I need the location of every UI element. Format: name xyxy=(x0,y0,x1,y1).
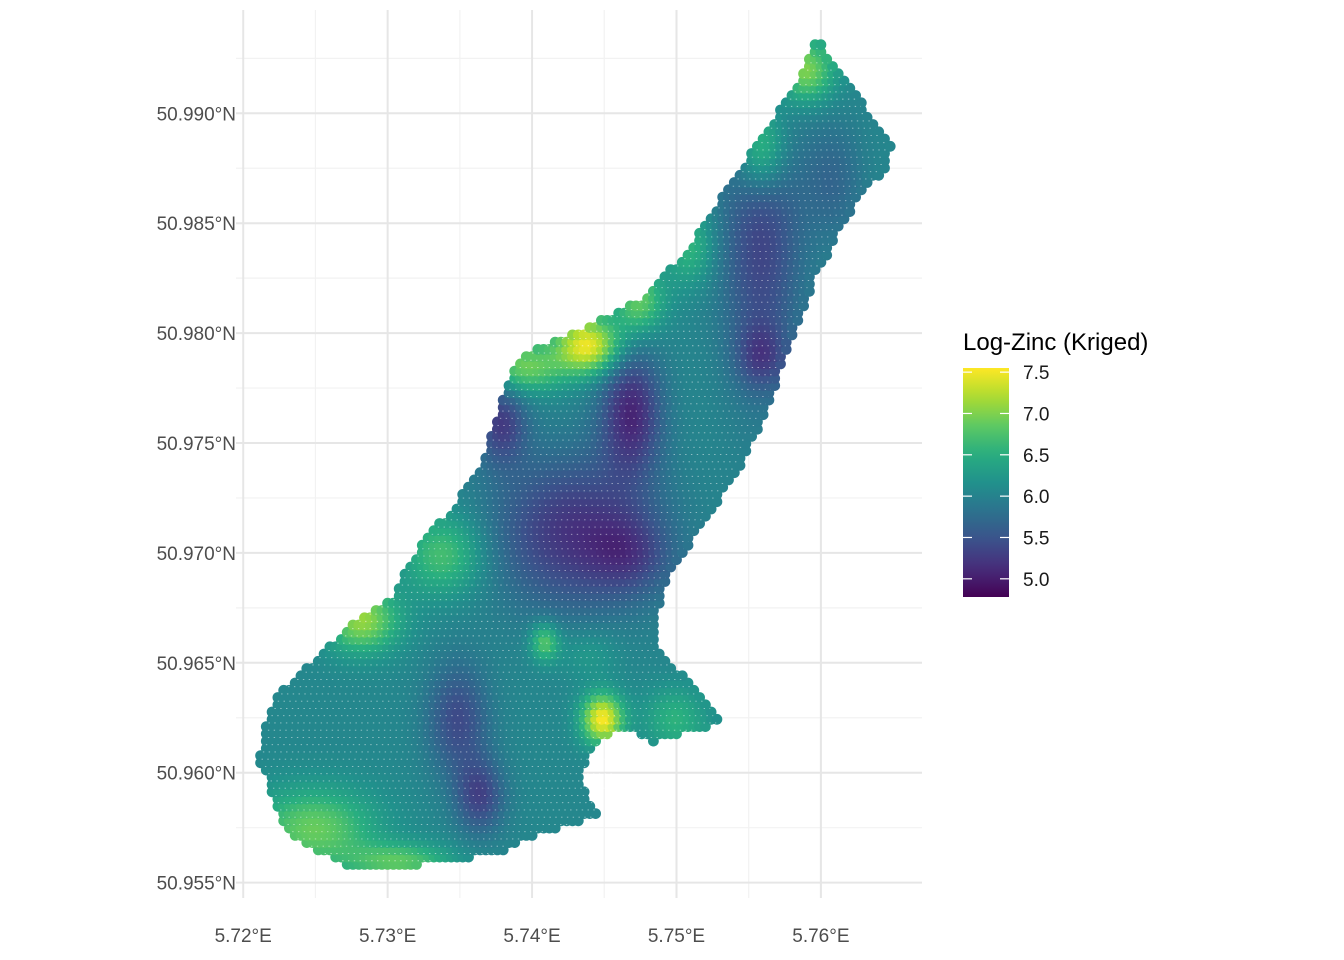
kriged-point xyxy=(584,800,596,812)
legend-label: 5.5 xyxy=(1023,528,1049,549)
x-tick-label: 5.74°E xyxy=(503,926,560,947)
legend-label: 7.0 xyxy=(1023,404,1049,425)
legend-label: 7.5 xyxy=(1023,363,1049,384)
x-tick-label: 5.75°E xyxy=(648,926,705,947)
kriged-point xyxy=(578,786,590,798)
kriged-point xyxy=(694,692,705,703)
legend-colorbar xyxy=(963,368,1009,597)
legend-title: Log-Zinc (Kriged) xyxy=(963,329,1148,356)
y-tick-label: 50.985°N xyxy=(157,214,236,235)
y-tick-label: 50.975°N xyxy=(157,434,236,455)
kriged-point xyxy=(665,663,677,674)
kriged-point xyxy=(705,706,717,718)
y-tick-label: 50.970°N xyxy=(157,544,236,565)
y-tick-label: 50.980°N xyxy=(157,324,236,345)
kriged-point xyxy=(688,684,700,696)
legend-label: 6.5 xyxy=(1023,446,1049,467)
kriged-point xyxy=(700,699,711,711)
legend-label: 6.0 xyxy=(1023,487,1049,508)
y-tick-label: 50.955°N xyxy=(157,874,236,895)
y-tick-label: 50.965°N xyxy=(157,654,236,675)
kriged-point xyxy=(711,713,723,725)
x-tick-label: 5.73°E xyxy=(359,926,416,947)
kriged-points xyxy=(255,39,896,870)
kriged-point xyxy=(659,655,671,667)
x-tick-label: 5.72°E xyxy=(215,926,272,947)
kriged-point xyxy=(653,648,665,660)
kriged-point xyxy=(682,677,694,689)
x-tick-label: 5.76°E xyxy=(792,926,849,947)
y-tick-label: 50.990°N xyxy=(157,104,236,125)
y-tick-label: 50.960°N xyxy=(157,764,236,785)
kriged-point xyxy=(676,670,688,682)
legend-label: 5.0 xyxy=(1023,570,1049,591)
kriged-point xyxy=(590,808,601,819)
